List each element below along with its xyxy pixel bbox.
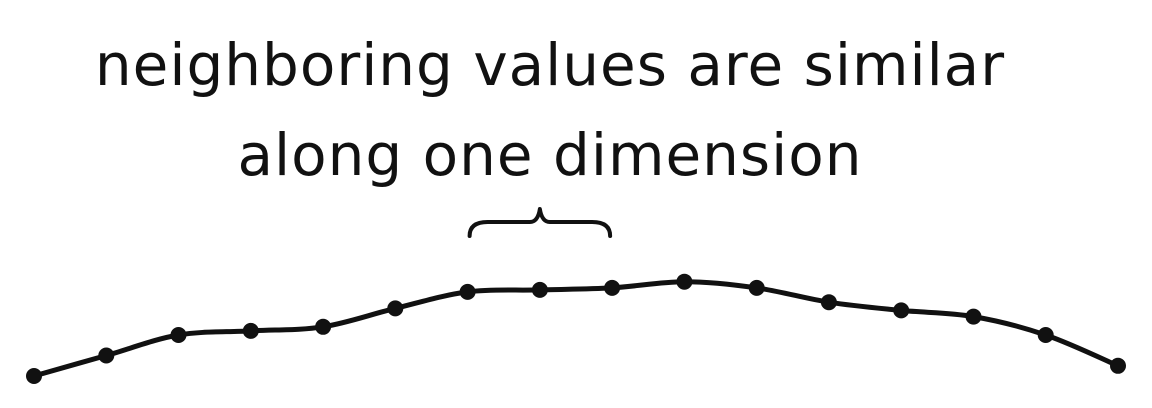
data-point-7 xyxy=(459,283,476,300)
curly-bracket xyxy=(467,207,613,238)
data-point-1 xyxy=(26,368,42,384)
data-points xyxy=(26,273,1126,384)
data-point-5 xyxy=(315,318,332,335)
data-point-9 xyxy=(604,279,621,296)
data-point-16 xyxy=(1110,357,1126,374)
caption-line-2: along one dimension xyxy=(237,121,863,189)
data-point-11 xyxy=(748,279,765,296)
caption-line-1: neighboring values are similar xyxy=(94,31,1006,99)
data-point-4 xyxy=(242,322,259,339)
data-point-2 xyxy=(98,347,115,364)
data-point-10 xyxy=(676,273,693,290)
data-point-6 xyxy=(387,300,404,317)
data-point-14 xyxy=(965,308,982,325)
smooth-curve xyxy=(31,279,1121,379)
data-point-12 xyxy=(820,294,837,311)
data-point-8 xyxy=(531,281,548,298)
data-point-13 xyxy=(893,302,910,319)
data-point-3 xyxy=(170,327,187,343)
data-point-15 xyxy=(1037,327,1054,343)
